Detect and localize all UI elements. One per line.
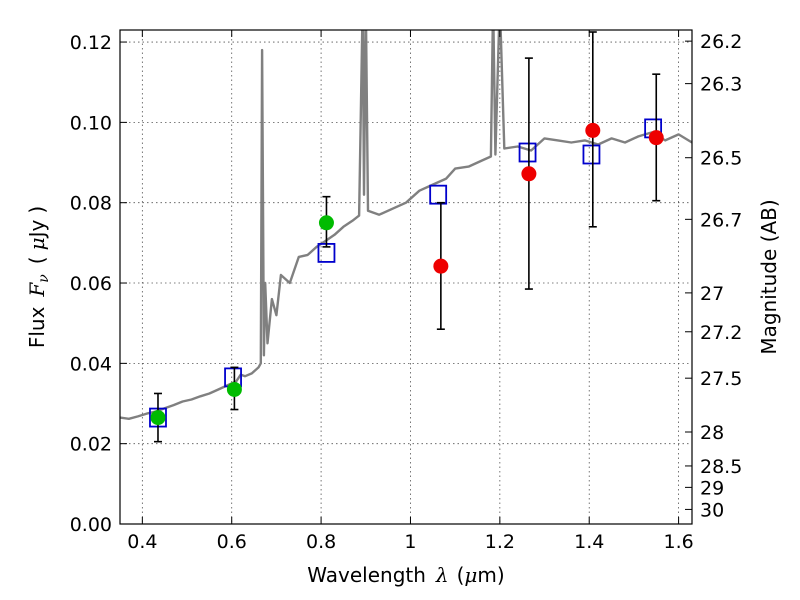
magnitude-tick-label: 27.5 xyxy=(700,368,742,390)
x-axis-title-unit-open: ( xyxy=(457,563,465,587)
y-axis-title-unit-close: ) xyxy=(25,206,49,214)
observed-point-green xyxy=(226,381,242,397)
x-tick-label: 0.4 xyxy=(127,531,157,553)
x-tick-label: 0.6 xyxy=(217,531,247,553)
x-axis-ticks: 0.4 0.6 0.8 1 1.2 1.4 1.6 xyxy=(127,30,694,553)
observed-points-layer xyxy=(150,122,664,426)
x-axis-title-unit-mu: μ xyxy=(464,563,477,587)
magnitude-tick-label: 26.5 xyxy=(700,148,742,170)
magnitude-tick-label: 26.3 xyxy=(700,74,742,96)
y-axis-title-symbol: F xyxy=(25,282,49,298)
x-tick-label: 1.6 xyxy=(663,531,693,553)
y-tick-label: 0.04 xyxy=(70,353,112,375)
x-tick-label: 1.4 xyxy=(574,531,604,553)
y-tick-label: 0.08 xyxy=(70,193,112,215)
model-flux-box xyxy=(429,184,448,205)
x-tick-label: 1 xyxy=(404,531,416,553)
spectrum-layer xyxy=(120,30,692,420)
x-tick-label: 0.8 xyxy=(306,531,336,553)
y-axis-ticks: 0.00 0.02 0.04 0.06 0.08 0.10 0.12 xyxy=(70,32,127,536)
y-tick-label: 0.12 xyxy=(70,32,112,54)
magnitude-tick-label: 30 xyxy=(700,499,724,521)
y-tick-label: 0.00 xyxy=(70,514,112,536)
y-axis-title-subscript: ν xyxy=(36,274,52,283)
model-points-layer xyxy=(149,118,663,428)
x-axis-title-symbol: λ xyxy=(435,563,449,587)
magnitude-tick-label: 27 xyxy=(700,283,724,305)
observed-point-red xyxy=(585,122,601,138)
observed-point-green xyxy=(150,410,166,426)
y-tick-label: 0.10 xyxy=(70,112,112,134)
plot-frame xyxy=(119,29,693,525)
y-axis-title-unit-rest: Jy xyxy=(25,219,49,239)
y-tick-label: 0.06 xyxy=(70,273,112,295)
observed-point-green xyxy=(318,215,334,231)
magnitude-tick-label: 26.2 xyxy=(700,31,742,53)
x-axis-title-prefix: Wavelength xyxy=(307,563,426,587)
x-tick-label: 1.2 xyxy=(485,531,515,553)
observed-point-red xyxy=(521,166,537,182)
y-axis-title-prefix: Flux xyxy=(25,306,49,348)
magnitude-tick-label: 29 xyxy=(700,477,724,499)
y-axis-title-unit-open: ( xyxy=(25,256,49,264)
magnitude-tick-label: 28.5 xyxy=(700,456,742,478)
y-axis-title: Flux Fν ( μJy) xyxy=(25,206,52,348)
y-tick-label: 0.02 xyxy=(70,434,112,456)
magnitude-tick-label: 26.7 xyxy=(700,209,742,231)
magnitude-tick-label: 28 xyxy=(700,422,724,444)
observed-point-red xyxy=(433,258,449,274)
x-axis-title: Wavelength λ (μm) xyxy=(307,563,504,587)
y-axis-title-unit-mu: μ xyxy=(25,237,49,250)
x-axis-title-unit-rest: m) xyxy=(477,563,504,587)
magnitude-tick-label: 27.2 xyxy=(700,322,742,344)
model-flux-box xyxy=(582,144,601,165)
plot-background xyxy=(120,30,692,524)
model-spectrum-line xyxy=(120,30,692,420)
magnitude-axis-title: Magnitude (AB) xyxy=(757,199,781,354)
model-flux-box xyxy=(518,142,537,163)
observed-point-red xyxy=(648,130,664,146)
